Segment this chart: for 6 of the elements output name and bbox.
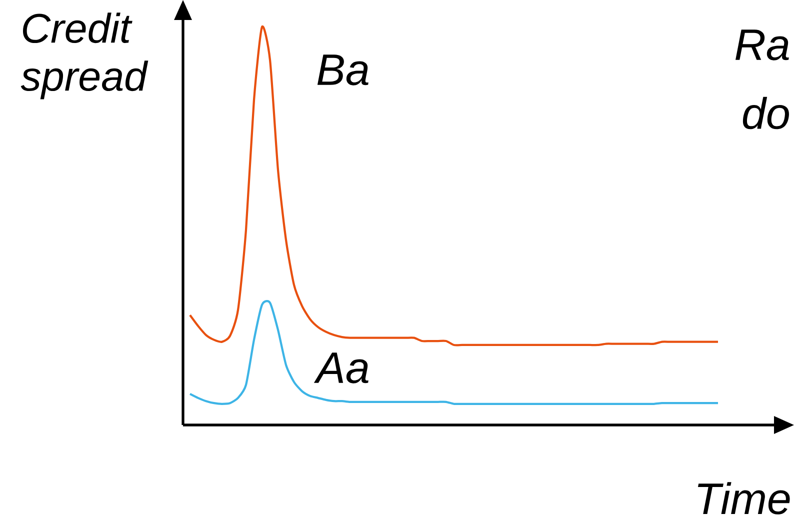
series-label: Ba (317, 54, 368, 86)
series-label: Aa (314, 352, 368, 384)
text: Ra (736, 30, 789, 60)
x-axis-title: Time (698, 482, 790, 514)
text: do (742, 96, 789, 130)
y-axis-title: Credit spread (20, 12, 148, 100)
